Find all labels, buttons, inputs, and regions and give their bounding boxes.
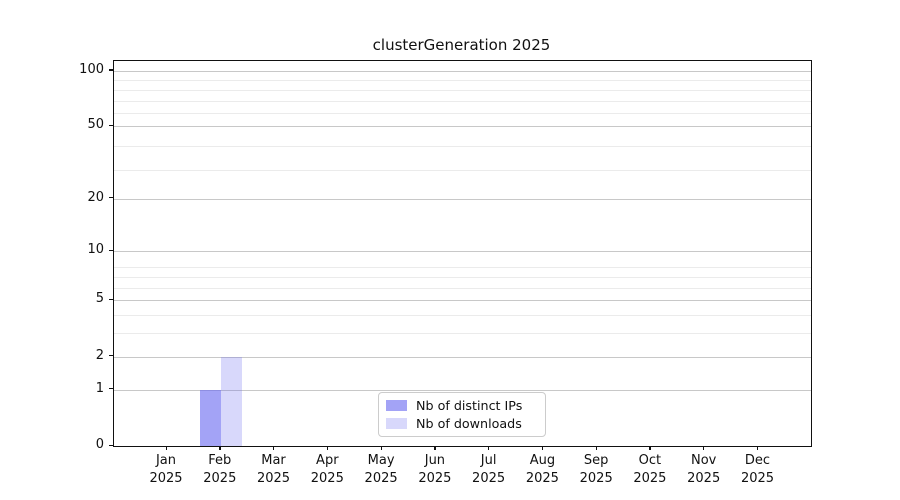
bar-distinct-ips <box>199 389 221 446</box>
gridline-minor <box>114 169 811 171</box>
y-tick <box>109 249 113 251</box>
y-tick-label: 100 <box>79 61 104 77</box>
y-tick-label: 2 <box>95 347 104 363</box>
gridline-major <box>114 389 811 391</box>
x-tick <box>273 446 275 451</box>
legend-swatch-downloads-icon <box>386 418 407 429</box>
gridline-major <box>114 198 811 200</box>
x-tick-label: Feb 2025 <box>203 453 237 486</box>
x-tick-label: Oct 2025 <box>633 453 667 486</box>
bar-downloads <box>220 356 242 446</box>
x-tick-label: Mar 2025 <box>256 453 291 486</box>
y-tick-label: 0 <box>95 437 104 452</box>
x-tick <box>595 446 597 451</box>
x-tick-label: Dec 2025 <box>740 453 775 486</box>
y-tick-label: 50 <box>87 117 104 133</box>
gridline-major <box>114 251 811 253</box>
gridline-minor <box>114 113 811 115</box>
x-tick-label: Jul 2025 <box>472 453 506 486</box>
y-tick-label: 1 <box>95 380 104 396</box>
y-tick-label: 5 <box>95 291 104 307</box>
y-tick <box>109 355 113 357</box>
x-tick <box>380 446 382 451</box>
gridline-minor <box>114 277 811 278</box>
x-tick-label: Jun 2025 <box>418 453 452 486</box>
y-tick <box>109 69 113 71</box>
x-tick <box>434 446 436 451</box>
gridline-major <box>114 300 811 302</box>
legend-swatch-distinct-ips-icon <box>386 400 407 411</box>
gridline-minor <box>114 333 811 335</box>
gridline-minor <box>114 89 811 91</box>
y-tick-label: 10 <box>87 242 104 258</box>
gridline-major <box>114 126 811 128</box>
y-tick-label: 20 <box>87 189 104 205</box>
chart-title: clusterGeneration 2025 <box>372 36 551 54</box>
y-tick <box>109 388 113 390</box>
x-tick <box>757 446 759 451</box>
x-tick <box>649 446 651 451</box>
legend-label: Nb of distinct IPs <box>416 397 523 413</box>
legend-label: Nb of downloads <box>416 415 522 431</box>
x-tick <box>165 446 167 451</box>
gridline-minor <box>114 315 811 317</box>
gridline-minor <box>114 100 811 102</box>
y-tick <box>109 298 113 301</box>
x-tick <box>326 446 329 451</box>
x-tick-label: Aug 2025 <box>525 453 559 486</box>
y-tick <box>109 124 113 127</box>
gridline-minor <box>114 267 811 269</box>
gridline-minor <box>114 287 811 289</box>
x-tick <box>541 446 544 451</box>
gridline-minor <box>114 80 811 82</box>
y-tick <box>109 444 113 446</box>
legend-item-downloads: Nb of downloads <box>386 415 537 431</box>
x-tick-label: Jan 2025 <box>149 453 183 486</box>
legend: Nb of distinct IPs Nb of downloads <box>378 392 546 437</box>
x-tick-label: Sep 2025 <box>579 453 613 486</box>
gridline-major <box>114 356 811 358</box>
x-tick <box>219 446 221 451</box>
x-tick-label: May 2025 <box>364 453 398 486</box>
gridline-minor <box>114 146 811 148</box>
y-tick <box>109 197 113 199</box>
x-tick <box>488 446 490 451</box>
gridline-major <box>114 70 811 72</box>
x-tick-label: Apr 2025 <box>310 453 344 486</box>
plot-area <box>113 60 812 447</box>
x-tick-label: Nov 2025 <box>687 453 721 486</box>
x-tick <box>703 446 705 451</box>
legend-item-distinct-ips: Nb of distinct IPs <box>386 397 537 413</box>
